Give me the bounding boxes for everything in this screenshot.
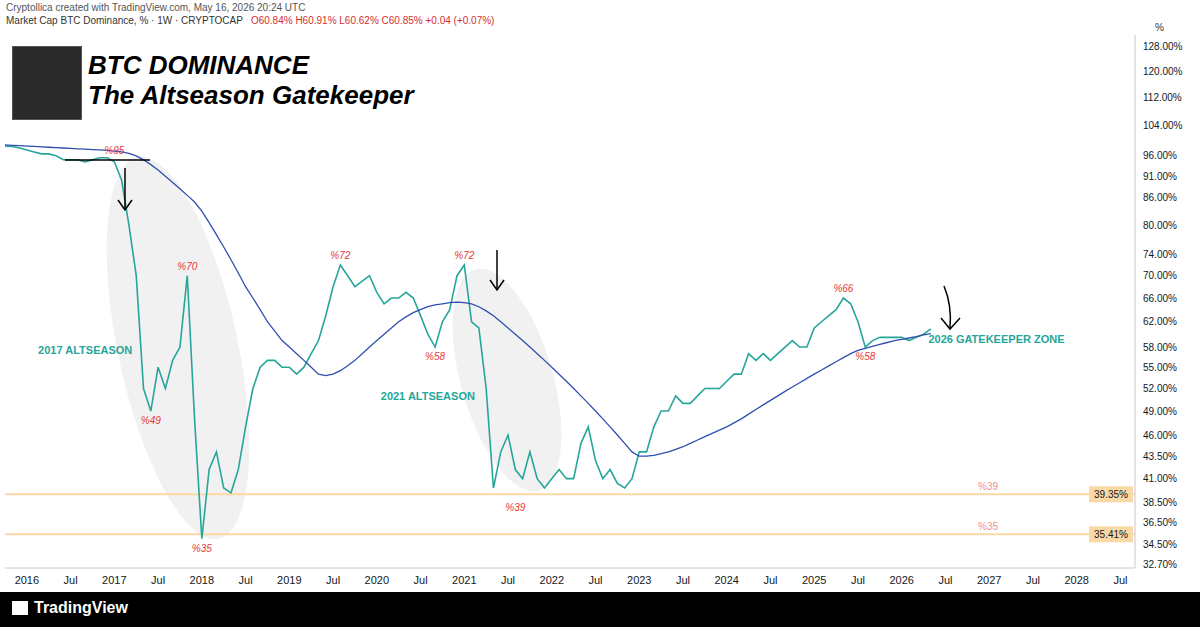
html-text:O60.84% H60.91% L60.62% C60.85: O60.84% H60.91% L60.62% C60.85% +0.04 (+… (250, 15, 495, 26)
svg-text:46.00%: 46.00% (1143, 430, 1177, 441)
svg-text:Jul: Jul (1113, 574, 1127, 586)
svg-text:2017: 2017 (102, 574, 126, 586)
svg-text:2018: 2018 (190, 574, 214, 586)
svg-text:66.00%: 66.00% (1143, 293, 1177, 304)
svg-text:Jul: Jul (64, 574, 78, 586)
html-text:The Altseason Gatekeeper: The Altseason Gatekeeper (88, 80, 414, 110)
svg-text:%95: %95 (104, 145, 124, 156)
svg-text:70.00%: 70.00% (1143, 270, 1177, 281)
svg-text:43.50%: 43.50% (1143, 451, 1177, 462)
svg-text:%72: %72 (330, 250, 350, 261)
svg-text:Jul: Jul (414, 574, 428, 586)
svg-text:Jul: Jul (1026, 574, 1040, 586)
svg-text:2026: 2026 (889, 574, 913, 586)
svg-text:62.00%: 62.00% (1143, 316, 1177, 327)
svg-text:80.00%: 80.00% (1143, 220, 1177, 231)
svg-text:49.00%: 49.00% (1143, 406, 1177, 417)
svg-text:%66: %66 (833, 283, 853, 294)
svg-text:%70: %70 (177, 261, 197, 272)
svg-text:Jul: Jul (501, 574, 515, 586)
html-text:Market Cap BTC Dominance, % ·: Market Cap BTC Dominance, % · 1W · CRYPT… (6, 15, 243, 26)
svg-text:91.00%: 91.00% (1143, 171, 1177, 182)
svg-text:38.50%: 38.50% (1143, 497, 1177, 508)
svg-text:128.00%: 128.00% (1143, 41, 1183, 52)
svg-text:2023: 2023 (627, 574, 651, 586)
svg-text:%58: %58 (855, 351, 875, 362)
html-text:BTC DOMINANCE: BTC DOMINANCE (88, 50, 309, 80)
svg-text:58.00%: 58.00% (1143, 342, 1177, 353)
svg-text:2021 ALTSEASON: 2021 ALTSEASON (381, 390, 475, 402)
svg-text:39.35%: 39.35% (1094, 489, 1128, 500)
svg-text:2022: 2022 (540, 574, 564, 586)
svg-text:55.00%: 55.00% (1143, 362, 1177, 373)
svg-text:Jul: Jul (851, 574, 865, 586)
svg-text:%39: %39 (978, 481, 998, 492)
svg-text:Jul: Jul (239, 574, 253, 586)
svg-text:2028: 2028 (1064, 574, 1088, 586)
svg-text:Jul: Jul (588, 574, 602, 586)
svg-text:%49: %49 (141, 415, 161, 426)
svg-text:Jul: Jul (151, 574, 165, 586)
svg-text:32.70%: 32.70% (1143, 559, 1177, 570)
svg-text:52.00%: 52.00% (1143, 383, 1177, 394)
svg-text:2025: 2025 (802, 574, 826, 586)
svg-text:%35: %35 (192, 543, 212, 554)
svg-text:Jul: Jul (763, 574, 777, 586)
svg-text:112.00%: 112.00% (1143, 92, 1182, 103)
svg-text:Jul: Jul (938, 574, 952, 586)
svg-text:2020: 2020 (365, 574, 389, 586)
svg-text:41.00%: 41.00% (1143, 473, 1177, 484)
svg-text:Jul: Jul (326, 574, 340, 586)
svg-text:2021: 2021 (452, 574, 476, 586)
svg-text:%72: %72 (454, 250, 474, 261)
html-text:Cryptollica created with Tradi: Cryptollica created with TradingView.com… (6, 2, 306, 13)
svg-text:2016: 2016 (15, 574, 39, 586)
html-text:TradingView: TradingView (34, 599, 128, 616)
svg-text:2017 ALTSEASON: 2017 ALTSEASON (38, 344, 132, 356)
svg-text:74.00%: 74.00% (1143, 249, 1177, 260)
svg-text:2026 GATEKEEPER ZONE: 2026 GATEKEEPER ZONE (928, 333, 1064, 345)
svg-text:36.50%: 36.50% (1143, 517, 1177, 528)
svg-text:86.00%: 86.00% (1143, 192, 1177, 203)
svg-text:104.00%: 104.00% (1143, 120, 1183, 131)
svg-text:Jul: Jul (676, 574, 690, 586)
svg-text:2019: 2019 (277, 574, 301, 586)
svg-text:2024: 2024 (714, 574, 738, 586)
svg-text:%58: %58 (425, 351, 445, 362)
svg-text:%35: %35 (978, 521, 998, 532)
svg-text:%39: %39 (505, 502, 525, 513)
svg-text:35.41%: 35.41% (1094, 529, 1128, 540)
svg-text:120.00%: 120.00% (1143, 66, 1183, 77)
svg-text:34.50%: 34.50% (1143, 539, 1177, 550)
svg-text:96.00%: 96.00% (1143, 150, 1177, 161)
svg-text:2027: 2027 (977, 574, 1001, 586)
